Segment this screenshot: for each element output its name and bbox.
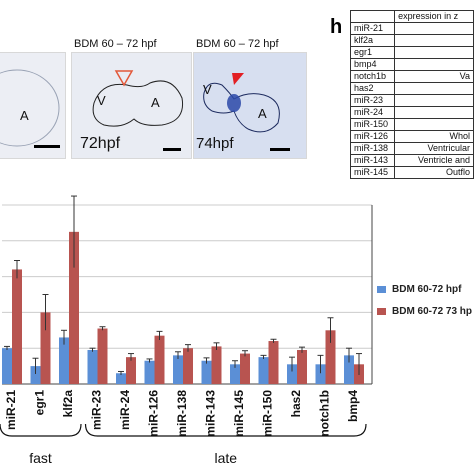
x-tick-label: egr1 (33, 390, 47, 416)
scale-bar-3 (270, 148, 290, 151)
x-tick-label: miR-145 (232, 390, 246, 437)
expression-table: expression in z miR-21 klf2a egr1 bmp4 notch… (349, 10, 474, 179)
x-tick-label: miR-126 (147, 390, 161, 437)
micrograph-panel-2 (71, 52, 192, 159)
table-row: miR-24 (349, 106, 474, 119)
group-label: late (214, 450, 237, 466)
bar-blue (59, 337, 69, 384)
bar-blue (173, 355, 183, 384)
heart-outline-1 (0, 69, 60, 147)
chamber-label-a-2: A (151, 95, 160, 110)
legend-label-1: BDM 60-72 hpf (392, 284, 462, 295)
micrograph-panel-3 (193, 52, 307, 159)
table-row: miR-126 Whol (349, 130, 474, 143)
bar-blue (258, 357, 269, 384)
bar-blue (344, 355, 354, 384)
open-arrowhead-icon (114, 70, 134, 87)
panel-3-title: BDM 60 – 72 hpf (196, 38, 279, 50)
chamber-label-a-3: A (258, 106, 267, 121)
timepoint-label-2: 72hpf (80, 135, 121, 152)
chamber-label-v-3: V (203, 82, 212, 97)
group-bracket (84, 423, 367, 437)
bar-red (183, 348, 193, 384)
bar-red (69, 231, 79, 384)
table-row: miR-138 Ventricular (349, 142, 474, 155)
chamber-label-a-1: A (20, 108, 29, 123)
bar-blue (87, 349, 98, 384)
x-tick-label: miR-138 (175, 390, 189, 437)
x-tick-label: miR-24 (118, 390, 132, 430)
x-tick-label: notch1b (318, 390, 332, 437)
table-cell-gene: miR-138 (349, 142, 396, 155)
bar-blue (315, 364, 326, 384)
bar-blue (30, 366, 41, 384)
legend-item-2: BDM 60-72 73 hp (377, 306, 472, 317)
bar-red (97, 328, 108, 384)
x-tick-label: has2 (289, 390, 303, 418)
timepoint-label-3: 74hpf (196, 135, 234, 152)
bar-blue (116, 373, 126, 384)
bar-blue (2, 348, 12, 384)
group-label: fast (29, 450, 52, 466)
filled-arrowhead-icon (232, 73, 244, 85)
x-tick-label: klf2a (61, 390, 75, 418)
table-row: miR-23 (349, 94, 474, 107)
bar-red (211, 346, 222, 384)
table-cell-gene: klf2a (349, 34, 396, 47)
x-tick-label: miR-23 (90, 390, 104, 430)
legend-swatch-2 (377, 307, 386, 315)
heart-outline-2 (92, 70, 184, 127)
panel-letter-h: h (330, 16, 343, 38)
chamber-label-v-2: V (97, 93, 106, 108)
bar-blue (201, 360, 212, 384)
bar-red (154, 335, 165, 384)
x-tick-label: miR-21 (4, 390, 18, 430)
table-row: miR-145 Outflo (349, 166, 474, 179)
legend-swatch-1 (377, 285, 386, 293)
bar-red (240, 353, 250, 384)
table-cell-gene: miR-145 (349, 166, 396, 179)
bar-blue (230, 364, 240, 384)
bar-blue (287, 364, 297, 384)
group-bracket (0, 423, 82, 437)
legend-item-1: BDM 60-72 hpf (377, 284, 461, 295)
bar-blue (144, 360, 155, 384)
legend-label-2: BDM 60-72 73 hp (392, 306, 473, 317)
x-tick-label: miR-150 (261, 390, 275, 437)
x-tick-label: bmp4 (346, 390, 360, 422)
bar-red (126, 357, 136, 384)
heart-outline-3 (203, 73, 280, 133)
micrograph-panel-1 (0, 52, 66, 159)
bar-red (325, 330, 336, 384)
bar-red (268, 341, 279, 384)
x-tick-label: miR-143 (204, 390, 218, 437)
scale-bar-1 (34, 145, 60, 148)
bar-red (297, 349, 307, 384)
panel-2-title: BDM 60 – 72 hpf (74, 38, 157, 50)
bar-red (12, 269, 22, 384)
scale-bar-2 (163, 148, 181, 151)
table-cell-expression: Outflo (394, 166, 474, 179)
bar-red (40, 312, 51, 384)
table-header-row: expression in z (349, 10, 474, 23)
